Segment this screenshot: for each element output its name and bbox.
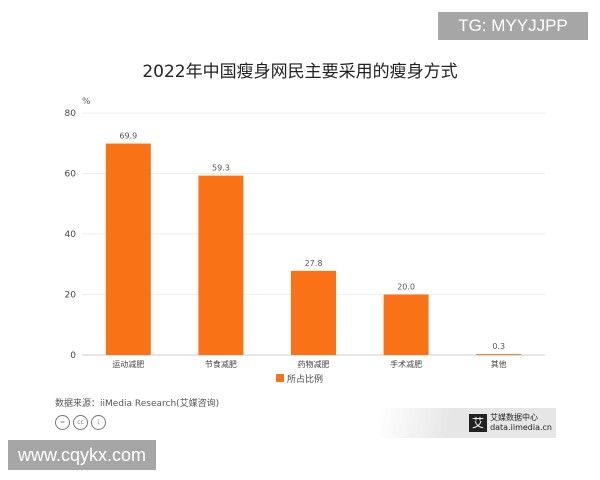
y-tick-label: 0 [70, 351, 76, 361]
x-tick-label: 节食减肥 [205, 359, 237, 369]
brand-logo: 艾 艾媒数据中心 data.iimedia.cn [380, 408, 556, 438]
x-tick-label: 运动减肥 [112, 359, 144, 369]
bar [383, 294, 429, 355]
brand-url: data.iimedia.cn [490, 423, 552, 432]
x-tick-label: 其他 [491, 359, 507, 369]
watermark-site: www.cqykx.com [8, 440, 156, 470]
bar [105, 143, 151, 355]
data-source: 数据来源：iiMedia Research(艾媒咨询) [55, 399, 220, 409]
cc-icon: cc [73, 415, 88, 430]
legend-label: 所占比例 [287, 373, 323, 385]
bar [198, 175, 244, 355]
legend-swatch [276, 374, 284, 382]
data-label: 20.0 [397, 283, 415, 292]
x-tick-label: 药物减肥 [298, 359, 330, 369]
y-tick-label: 40 [65, 230, 77, 240]
data-label: 69.9 [119, 132, 137, 141]
y-tick-label: 80 [65, 109, 77, 119]
legend: 所占比例 [276, 373, 323, 385]
y-tick-label: 20 [65, 291, 77, 301]
data-label: 27.8 [305, 259, 323, 268]
data-label: 59.3 [212, 164, 230, 173]
bar [476, 354, 522, 356]
nd-icon: = [55, 415, 70, 430]
x-tick-label: 手术减肥 [390, 359, 422, 369]
y-axis-unit: % [82, 97, 91, 107]
brand-mark: 艾 [469, 414, 488, 432]
license-icons: = cc i [55, 415, 106, 430]
brand-name: 艾媒数据中心 [490, 413, 539, 422]
chart-title: 2022年中国瘦身网民主要采用的瘦身方式 [142, 62, 457, 82]
y-tick-label: 60 [65, 170, 77, 180]
by-icon: i [91, 415, 106, 430]
bar [291, 270, 336, 355]
data-label: 0.3 [492, 342, 505, 351]
watermark-tg: TG: MYYJJPP [438, 12, 588, 40]
